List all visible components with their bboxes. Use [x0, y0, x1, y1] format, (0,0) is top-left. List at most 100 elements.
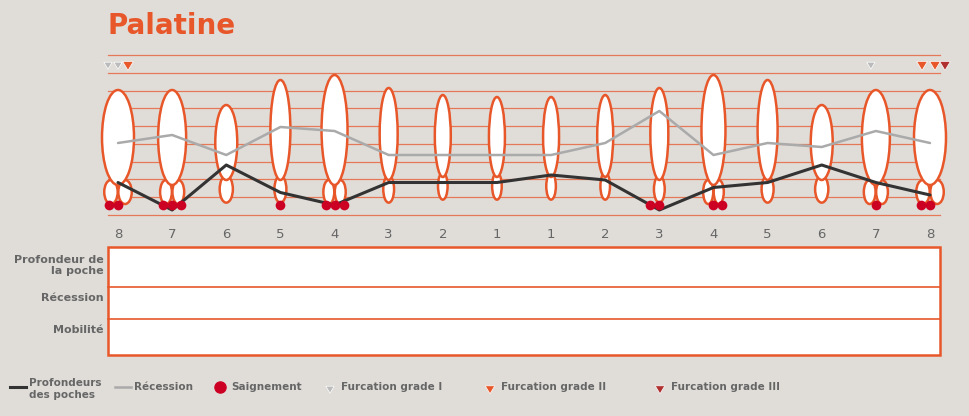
Ellipse shape [158, 90, 186, 185]
Ellipse shape [810, 105, 831, 180]
Text: 322: 322 [430, 260, 454, 273]
Polygon shape [326, 386, 334, 393]
Ellipse shape [334, 180, 345, 204]
Text: 327: 327 [918, 260, 941, 273]
Text: 272: 272 [268, 260, 292, 273]
Text: 5: 5 [763, 228, 771, 241]
Text: 1: 1 [547, 228, 554, 241]
Text: 3: 3 [384, 228, 392, 241]
Ellipse shape [701, 75, 725, 185]
Text: Profondeurs
des poches: Profondeurs des poches [29, 378, 102, 400]
Text: 2: 2 [438, 228, 447, 241]
Text: 133: 133 [106, 260, 130, 273]
Ellipse shape [215, 105, 237, 180]
Text: 448: 448 [323, 260, 346, 273]
Text: 000: 000 [430, 297, 454, 310]
Text: 000: 000 [484, 297, 509, 310]
Text: 223: 223 [484, 260, 508, 273]
Text: 322: 322 [268, 297, 292, 310]
Text: 1: 1 [329, 331, 338, 344]
Ellipse shape [491, 173, 501, 200]
Ellipse shape [875, 180, 887, 204]
Text: Saignement: Saignement [231, 382, 301, 392]
Text: 030: 030 [106, 297, 130, 310]
Ellipse shape [546, 173, 555, 200]
Text: 0: 0 [222, 331, 231, 344]
Text: 369: 369 [160, 260, 184, 273]
Ellipse shape [597, 95, 612, 177]
Text: 567: 567 [646, 260, 671, 273]
Text: 211: 211 [539, 260, 562, 273]
Text: 4: 4 [708, 228, 717, 241]
Polygon shape [122, 62, 134, 70]
Ellipse shape [653, 176, 664, 203]
Ellipse shape [929, 180, 943, 204]
Text: 3: 3 [654, 228, 663, 241]
Text: 003: 003 [593, 297, 616, 310]
Ellipse shape [172, 180, 184, 204]
Polygon shape [939, 62, 950, 70]
Ellipse shape [160, 180, 172, 204]
Text: 000: 000 [701, 297, 725, 310]
Polygon shape [865, 62, 874, 69]
Ellipse shape [861, 90, 889, 185]
Ellipse shape [104, 180, 117, 204]
Ellipse shape [270, 80, 290, 180]
Text: 0: 0 [654, 331, 663, 344]
Ellipse shape [713, 180, 723, 204]
Text: 000: 000 [214, 297, 238, 310]
Ellipse shape [438, 173, 447, 200]
Ellipse shape [761, 176, 773, 203]
Ellipse shape [379, 88, 397, 180]
Ellipse shape [102, 90, 134, 185]
Ellipse shape [488, 97, 505, 177]
Text: 000: 000 [214, 260, 238, 273]
Text: 000: 000 [809, 260, 833, 273]
Text: Récession: Récession [134, 382, 193, 392]
Polygon shape [916, 62, 926, 70]
Text: 0: 0 [438, 331, 447, 344]
Ellipse shape [703, 180, 712, 204]
Text: 6: 6 [222, 228, 231, 241]
Text: 120: 120 [918, 297, 941, 310]
Text: 245: 245 [646, 297, 671, 310]
Text: 1: 1 [547, 331, 554, 344]
Ellipse shape [383, 176, 393, 203]
Text: 0: 0 [384, 331, 392, 344]
Text: 7: 7 [168, 228, 176, 241]
Text: 000: 000 [376, 297, 400, 310]
Text: 8: 8 [924, 228, 933, 241]
Text: 1: 1 [113, 331, 122, 344]
Ellipse shape [323, 180, 334, 204]
Text: Furcation grade III: Furcation grade III [671, 382, 779, 392]
Ellipse shape [916, 180, 928, 204]
Text: 012: 012 [755, 297, 779, 310]
Text: 2: 2 [601, 228, 609, 241]
Text: Palatine: Palatine [108, 12, 235, 40]
Ellipse shape [118, 180, 132, 204]
Text: 002: 002 [809, 297, 832, 310]
Polygon shape [113, 62, 122, 69]
Text: la poche: la poche [51, 266, 104, 276]
Ellipse shape [219, 176, 233, 203]
Polygon shape [654, 386, 664, 394]
Ellipse shape [814, 176, 828, 203]
Text: 4: 4 [330, 228, 338, 241]
Polygon shape [104, 62, 112, 69]
Text: 313: 313 [863, 260, 887, 273]
Text: 231: 231 [863, 297, 887, 310]
Text: 322: 322 [377, 260, 400, 273]
Text: 7: 7 [871, 228, 879, 241]
Ellipse shape [321, 75, 347, 185]
Polygon shape [928, 62, 939, 70]
Ellipse shape [757, 80, 777, 180]
Ellipse shape [274, 176, 286, 203]
Text: 2: 2 [276, 331, 284, 344]
Text: 0: 0 [817, 331, 825, 344]
FancyBboxPatch shape [108, 247, 939, 355]
Ellipse shape [543, 97, 558, 177]
Text: Mobilité: Mobilité [53, 325, 104, 335]
Ellipse shape [434, 95, 451, 177]
Text: 5: 5 [276, 228, 284, 241]
Text: 000: 000 [539, 297, 562, 310]
